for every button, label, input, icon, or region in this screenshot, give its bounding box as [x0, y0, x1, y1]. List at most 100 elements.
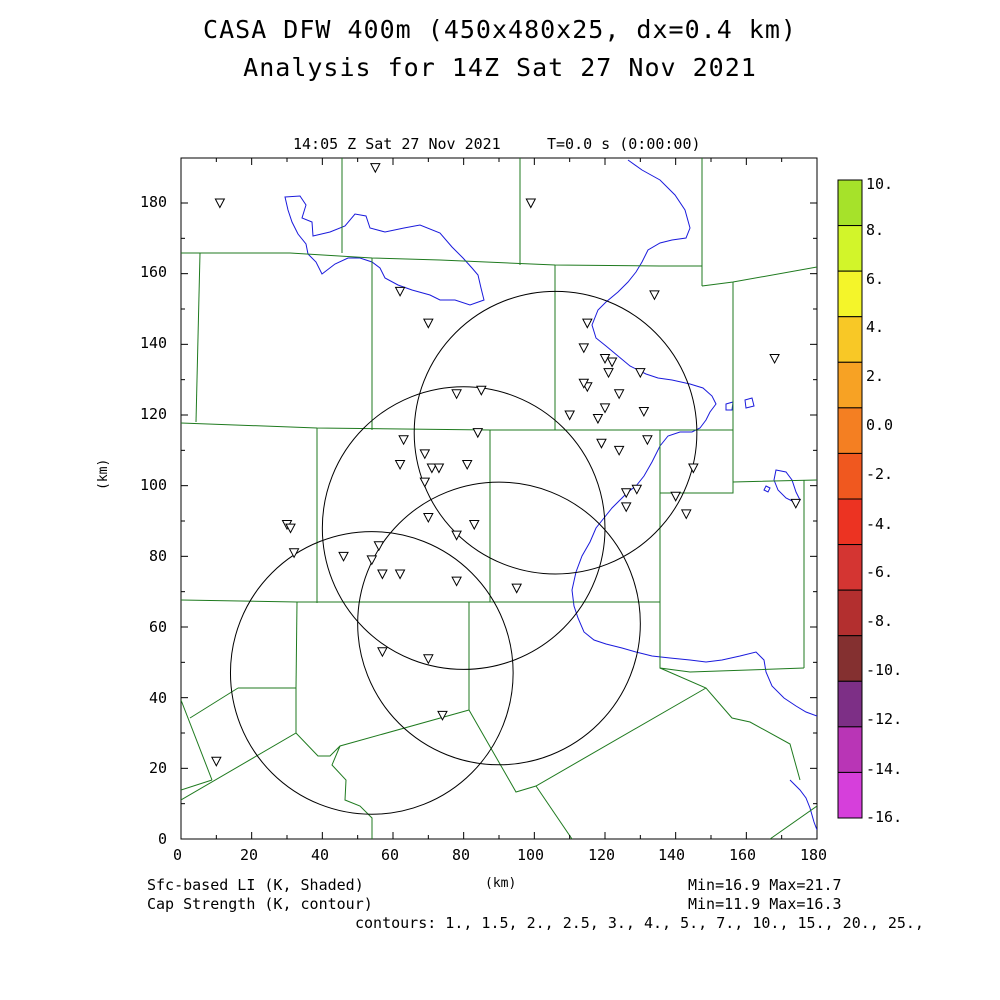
- y-axis-label: (km): [96, 458, 111, 490]
- y-tick-160: 160: [140, 263, 168, 281]
- colorbar-label: 6.: [866, 270, 885, 288]
- station-marker: [394, 286, 406, 297]
- x-tick-40: 40: [311, 846, 330, 864]
- station-markers: [211, 163, 802, 767]
- axis-ticks: [180, 158, 818, 840]
- colorbar-swatch: [837, 316, 863, 363]
- lake-north: [284, 195, 485, 306]
- y-tick-60: 60: [149, 618, 168, 636]
- station-marker: [461, 459, 473, 471]
- station-marker: [578, 378, 590, 389]
- colorbar-label: -12.: [866, 710, 903, 728]
- colorbar-swatch: [837, 452, 863, 500]
- station-marker: [476, 385, 487, 396]
- footer-contour-minmax: Min=11.9 Max=16.3: [688, 895, 842, 913]
- station-marker: [398, 435, 409, 446]
- station-marker: [423, 654, 434, 665]
- x-tick-20: 20: [240, 846, 259, 864]
- x-tick-140: 140: [658, 846, 686, 864]
- footer-shaded-minmax: Min=16.9 Max=21.7: [688, 876, 842, 894]
- station-marker: [370, 163, 381, 174]
- colorbar-swatch: [837, 544, 863, 591]
- x-tick-60: 60: [381, 846, 400, 864]
- footer-contour-field: Cap Strength (K, contour): [147, 895, 373, 913]
- colorbar-swatch: [837, 498, 863, 546]
- station-marker: [211, 756, 222, 767]
- station-marker: [511, 583, 522, 594]
- colorbar-label: -14.: [866, 760, 903, 778]
- station-marker: [437, 710, 448, 721]
- station-marker: [599, 353, 611, 365]
- y-tick-140: 140: [140, 334, 168, 352]
- forecast-time: T=0.0 s (0:00:00): [547, 135, 701, 153]
- station-marker: [592, 414, 604, 425]
- colorbar-swatch: [837, 635, 863, 682]
- station-marker: [635, 368, 646, 379]
- station-marker: [620, 488, 632, 499]
- x-axis-label: (km): [485, 876, 517, 891]
- radar-range-ring: [229, 531, 514, 815]
- colorbar-swatch: [837, 680, 863, 728]
- y-tick-120: 120: [140, 405, 168, 423]
- river-southeast: [789, 779, 817, 831]
- station-marker: [525, 198, 537, 209]
- colorbar-label: -10.: [866, 661, 903, 679]
- lake-east-2: [725, 401, 734, 411]
- x-tick-0: 0: [173, 846, 183, 864]
- station-marker: [599, 403, 611, 414]
- station-marker: [394, 569, 406, 580]
- station-marker: [680, 509, 692, 520]
- station-marker: [620, 502, 632, 513]
- colorbar-swatch: [837, 407, 863, 454]
- station-marker: [394, 459, 406, 471]
- station-marker: [419, 477, 431, 488]
- colorbar-swatch: [837, 270, 863, 318]
- station-marker: [603, 368, 614, 379]
- radar-range-ring: [413, 290, 698, 575]
- lake-east-4: [763, 485, 771, 493]
- station-marker: [426, 463, 438, 474]
- station-marker: [377, 647, 388, 658]
- x-tick-120: 120: [588, 846, 616, 864]
- y-tick-100: 100: [140, 476, 168, 494]
- station-marker: [423, 512, 434, 524]
- x-tick-160: 160: [729, 846, 757, 864]
- station-marker: [631, 484, 643, 495]
- station-marker: [638, 406, 650, 418]
- station-marker: [423, 318, 434, 329]
- y-tick-0: 0: [158, 830, 168, 848]
- station-marker: [613, 389, 625, 400]
- radar-range-ring: [321, 386, 606, 670]
- radar-rings: [229, 290, 698, 815]
- colorbar-label: 0.0: [866, 416, 894, 434]
- colorbar-label: 4.: [866, 318, 885, 336]
- footer-contour-levels: contours: 1., 1.5, 2., 2.5, 3., 4., 5., …: [355, 914, 924, 932]
- colorbar-label: -6.: [866, 563, 894, 581]
- station-marker: [670, 491, 681, 502]
- y-tick-180: 180: [140, 193, 168, 211]
- title-line-2: Analysis for 14Z Sat 27 Nov 2021: [243, 53, 757, 82]
- footer-shaded-field: Sfc-based LI (K, Shaded): [147, 876, 364, 894]
- station-marker: [285, 523, 296, 534]
- station-marker: [288, 548, 300, 559]
- station-marker: [214, 198, 226, 209]
- colorbar-label: -4.: [866, 515, 894, 533]
- title-line-1: CASA DFW 400m (450x480x25, dx=0.4 km): [203, 15, 797, 44]
- station-marker: [472, 428, 484, 439]
- station-marker: [606, 357, 618, 368]
- x-tick-100: 100: [517, 846, 545, 864]
- station-marker: [582, 318, 593, 329]
- colorbar-label: 2.: [866, 367, 885, 385]
- river-northeast: [591, 159, 717, 433]
- y-tick-80: 80: [149, 547, 168, 565]
- colorbar-label: 8.: [866, 221, 885, 239]
- colorbar-label: -8.: [866, 612, 894, 630]
- colorbar-swatch: [837, 589, 863, 637]
- y-tick-40: 40: [149, 689, 168, 707]
- valid-time: 14:05 Z Sat 27 Nov 2021: [293, 135, 501, 153]
- station-marker: [468, 520, 480, 531]
- station-marker: [564, 410, 575, 421]
- colorbar-swatch: [837, 361, 863, 409]
- lake-east-1: [744, 397, 755, 409]
- station-marker: [578, 343, 590, 354]
